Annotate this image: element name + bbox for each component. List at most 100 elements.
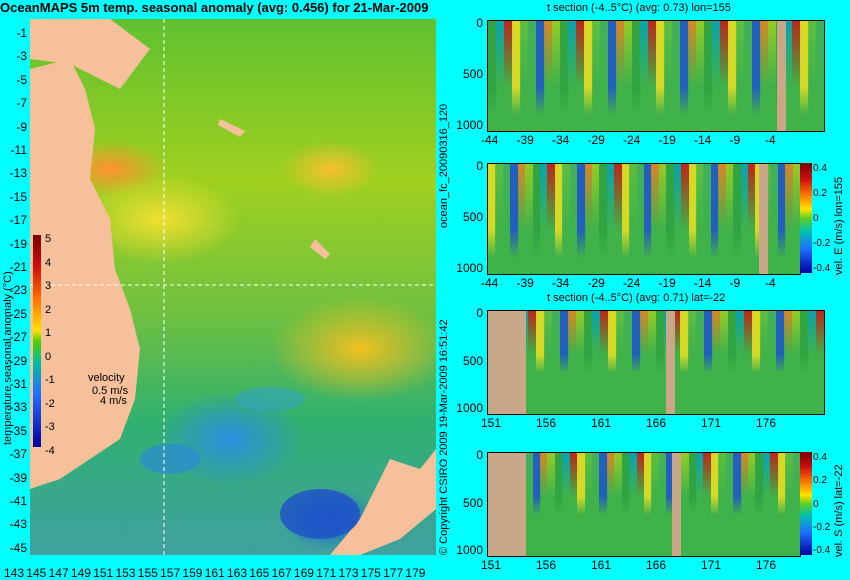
section-stripe bbox=[736, 311, 745, 373]
section-stripe bbox=[666, 164, 675, 258]
section-stripe bbox=[547, 164, 556, 258]
section-stripe bbox=[544, 311, 553, 373]
section-stripe bbox=[616, 311, 625, 373]
section-stripe bbox=[540, 164, 549, 258]
section-stripe bbox=[651, 164, 660, 258]
land-band bbox=[759, 164, 769, 274]
section-stripe bbox=[755, 453, 764, 515]
section-x-tick: -19 bbox=[658, 276, 676, 290]
section-plot[interactable] bbox=[487, 452, 801, 557]
section-stripe bbox=[703, 164, 712, 258]
section-stripe bbox=[592, 164, 601, 258]
section-stripe bbox=[488, 164, 497, 258]
section-stripe bbox=[777, 164, 787, 258]
lat-tick: -31 bbox=[9, 377, 27, 391]
section-y-tick: 500 bbox=[462, 495, 483, 510]
section-stripe bbox=[672, 311, 681, 373]
anomaly-map[interactable] bbox=[30, 19, 436, 555]
section-stripe bbox=[560, 21, 569, 115]
section-stripe bbox=[600, 21, 609, 115]
section-stripe bbox=[792, 311, 801, 373]
section-stripe bbox=[658, 453, 668, 515]
section-colorbar bbox=[800, 452, 812, 555]
png-land bbox=[30, 19, 150, 89]
section-stripe bbox=[680, 311, 689, 373]
lat-tick: -1 bbox=[16, 26, 27, 40]
section-stripe bbox=[644, 164, 653, 258]
section-stripe bbox=[760, 21, 769, 115]
section-y-tick: 1000 bbox=[456, 261, 483, 275]
lat-tick: -45 bbox=[9, 540, 27, 555]
land-band bbox=[666, 311, 676, 414]
land-band bbox=[672, 453, 682, 556]
section-stripe bbox=[688, 453, 697, 515]
section-stripe bbox=[720, 311, 729, 373]
section-y-tick: 1000 bbox=[456, 118, 483, 132]
section-colorbar-label: vel. E (m/s) lon=155 bbox=[833, 176, 845, 275]
section-stripe bbox=[673, 164, 683, 258]
lon-tick: 167 bbox=[271, 566, 292, 580]
section-stripe bbox=[640, 21, 649, 115]
section-stripe bbox=[718, 453, 727, 515]
section-stripe bbox=[606, 164, 616, 258]
section-stripe bbox=[664, 21, 673, 115]
map-colorbar-tick: -3 bbox=[45, 421, 55, 433]
section-stripe bbox=[656, 311, 665, 373]
lon-tick: 169 bbox=[293, 566, 314, 580]
section-stripe bbox=[784, 21, 793, 115]
section-plot[interactable] bbox=[487, 163, 801, 275]
lon-tick: 143 bbox=[4, 566, 25, 580]
section-stripe bbox=[770, 164, 779, 258]
section-stripe bbox=[725, 453, 735, 515]
map-colorbar-tick: -1 bbox=[45, 374, 55, 386]
lon-tick: 161 bbox=[204, 566, 225, 580]
section-x-tick: -19 bbox=[658, 133, 676, 147]
section-x-tick: -4 bbox=[765, 276, 776, 290]
section-stripe bbox=[528, 311, 537, 373]
section-stripe bbox=[624, 21, 633, 115]
section-stripe bbox=[704, 21, 713, 115]
section-stripe bbox=[680, 21, 689, 115]
section-stripe bbox=[528, 21, 537, 115]
section-stripe bbox=[768, 21, 777, 115]
section-stripe bbox=[666, 453, 675, 515]
section-plot[interactable] bbox=[487, 20, 825, 132]
section-plot[interactable] bbox=[487, 310, 825, 415]
section-stripe bbox=[800, 21, 809, 115]
section-x-tick: 151 bbox=[481, 558, 502, 572]
section-colorbar-tick: -0.4 bbox=[813, 263, 831, 274]
section-stripe bbox=[656, 21, 665, 115]
section-stripe bbox=[728, 21, 737, 115]
section-stripe bbox=[704, 311, 713, 373]
section-stripe bbox=[532, 453, 541, 515]
map-colorbar-tick: -4 bbox=[45, 444, 55, 457]
map-overlay bbox=[30, 19, 436, 555]
velocity-legend-value-2: 4 m/s bbox=[100, 395, 127, 407]
section-stripe bbox=[696, 21, 705, 115]
section-stripe bbox=[632, 21, 641, 115]
section-stripe bbox=[736, 21, 745, 115]
section-stripe bbox=[688, 21, 697, 115]
section-stripe bbox=[816, 311, 824, 373]
section-x-tick: -14 bbox=[694, 133, 712, 147]
velocity-legend-label: velocity bbox=[88, 372, 125, 384]
section-stripe bbox=[554, 164, 564, 258]
section-stripe bbox=[624, 311, 633, 373]
lon-tick: 147 bbox=[48, 566, 69, 580]
section-y-tick: 1000 bbox=[456, 401, 483, 415]
lat-tick: -25 bbox=[9, 306, 27, 321]
section-y-tick: 500 bbox=[462, 210, 483, 224]
section-y-tick: 500 bbox=[462, 353, 483, 368]
section-stripe bbox=[658, 164, 668, 258]
section-stripe bbox=[606, 453, 616, 515]
section-stripe bbox=[632, 311, 641, 373]
lat-tick: -3 bbox=[16, 49, 27, 64]
section-stripe bbox=[614, 164, 623, 258]
section-x-tick: -39 bbox=[516, 133, 534, 147]
lon-tick: 159 bbox=[182, 566, 203, 580]
section-y-tick: 1000 bbox=[456, 543, 483, 557]
lat-tick: -35 bbox=[9, 423, 27, 438]
section-stripe bbox=[710, 453, 720, 515]
section-stripe bbox=[584, 311, 593, 373]
section-stripe bbox=[560, 311, 569, 373]
